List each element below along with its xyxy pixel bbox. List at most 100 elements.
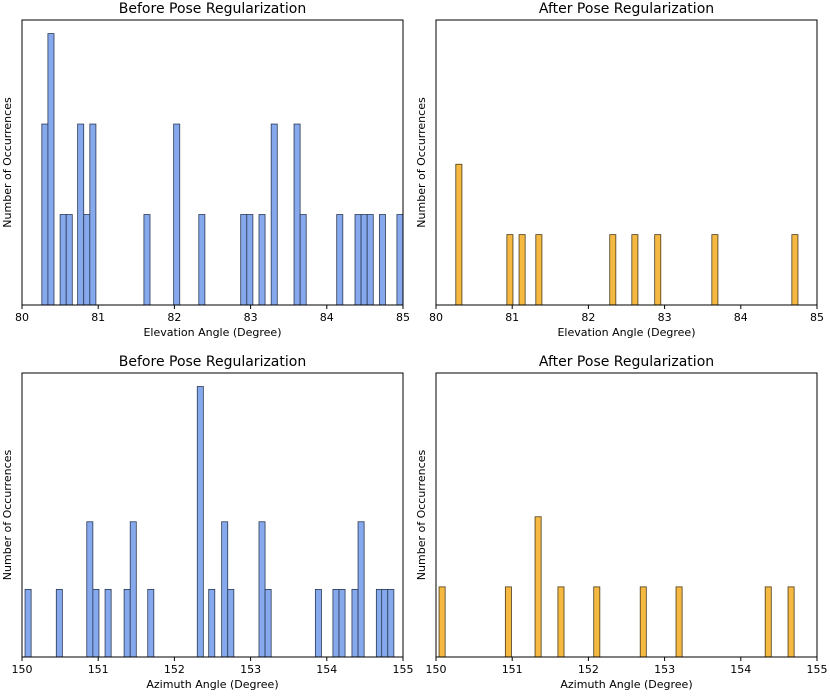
x-tick-label: 84	[320, 311, 334, 324]
x-axis-label: Azimuth Angle (Degree)	[146, 678, 278, 691]
bar	[77, 123, 85, 306]
x-tick-label: 151	[502, 663, 523, 676]
x-tick-label: 80	[429, 311, 443, 324]
x-tick-label: 155	[393, 663, 414, 676]
bar	[593, 586, 601, 658]
x-axis-label: Azimuth Angle (Degree)	[560, 678, 692, 691]
bar	[438, 586, 446, 658]
x-tick-label: 154	[730, 663, 751, 676]
bar	[89, 123, 97, 306]
bar	[173, 123, 181, 306]
x-tick-label: 83	[658, 311, 672, 324]
bar	[24, 588, 32, 658]
bar	[381, 588, 389, 658]
x-tick-label: 85	[810, 311, 824, 324]
bar	[240, 214, 248, 306]
y-axis-label: Number of Occurrences	[415, 450, 428, 581]
x-tick-label: 150	[426, 663, 447, 676]
bar	[332, 588, 340, 658]
bar	[764, 586, 772, 658]
bar	[55, 588, 63, 658]
bar	[357, 521, 365, 658]
bar	[654, 234, 662, 306]
bar	[360, 214, 368, 306]
bar	[92, 588, 100, 658]
bar	[258, 521, 266, 658]
bar	[47, 33, 55, 306]
axes-frame	[435, 19, 818, 306]
bar	[65, 214, 73, 306]
x-tick-label: 80	[15, 311, 29, 324]
bar	[147, 588, 155, 658]
axes-frame	[21, 372, 404, 658]
x-tick-label: 150	[12, 663, 33, 676]
bar	[791, 234, 799, 306]
bar	[264, 588, 272, 658]
bar	[387, 588, 395, 658]
bar	[86, 521, 94, 658]
bar	[609, 234, 617, 306]
bar	[535, 234, 543, 306]
y-axis-label: Number of Occurrences	[1, 97, 14, 228]
x-axis-label: Elevation Angle (Degree)	[557, 326, 695, 339]
x-tick-label: 82	[581, 311, 595, 324]
bar	[396, 214, 404, 306]
bar	[506, 234, 514, 306]
bar	[299, 214, 307, 306]
bar	[631, 234, 639, 306]
bar	[83, 214, 91, 306]
x-tick-label: 151	[88, 663, 109, 676]
bar	[354, 214, 362, 306]
chart-title: After Pose Regularization	[539, 1, 714, 17]
y-axis-label: Number of Occurrences	[415, 97, 428, 228]
x-tick-label: 82	[167, 311, 181, 324]
x-tick-label: 81	[505, 311, 519, 324]
bar	[104, 588, 112, 658]
bar	[221, 521, 229, 658]
bar	[675, 586, 683, 658]
bar	[258, 214, 266, 306]
bar	[504, 586, 512, 658]
bar	[534, 516, 542, 658]
x-tick-label: 154	[316, 663, 337, 676]
bar	[351, 588, 359, 658]
x-tick-label: 155	[807, 663, 828, 676]
bar	[366, 214, 374, 306]
x-tick-label: 84	[734, 311, 748, 324]
chart-title: Before Pose Regularization	[119, 1, 306, 17]
bar	[123, 588, 131, 658]
bar	[336, 214, 344, 306]
y-axis-label: Number of Occurrences	[1, 450, 14, 581]
x-tick-label: 83	[244, 311, 258, 324]
bar	[338, 588, 346, 658]
bar	[143, 214, 151, 306]
chart-title: After Pose Regularization	[539, 354, 714, 370]
chart-title: Before Pose Regularization	[119, 354, 306, 370]
bar	[270, 123, 278, 306]
bar	[314, 588, 322, 658]
bar	[246, 214, 254, 306]
bar	[208, 588, 216, 658]
bar	[59, 214, 67, 306]
bar	[293, 123, 301, 306]
bar	[557, 586, 565, 658]
axes-frame	[21, 19, 404, 306]
bar	[787, 586, 795, 658]
x-tick-label: 152	[578, 663, 599, 676]
bar	[198, 214, 206, 306]
bar	[711, 234, 719, 306]
x-tick-label: 153	[654, 663, 675, 676]
x-tick-label: 81	[91, 311, 105, 324]
x-axis-label: Elevation Angle (Degree)	[143, 326, 281, 339]
bar	[227, 588, 235, 658]
bar	[455, 163, 463, 306]
bar	[639, 586, 647, 658]
bar	[41, 123, 49, 306]
x-tick-label: 85	[396, 311, 410, 324]
x-tick-label: 152	[164, 663, 185, 676]
bar	[518, 234, 526, 306]
axes-frame	[435, 372, 818, 658]
bar	[196, 386, 204, 658]
bar	[378, 214, 386, 306]
bar	[129, 521, 137, 658]
